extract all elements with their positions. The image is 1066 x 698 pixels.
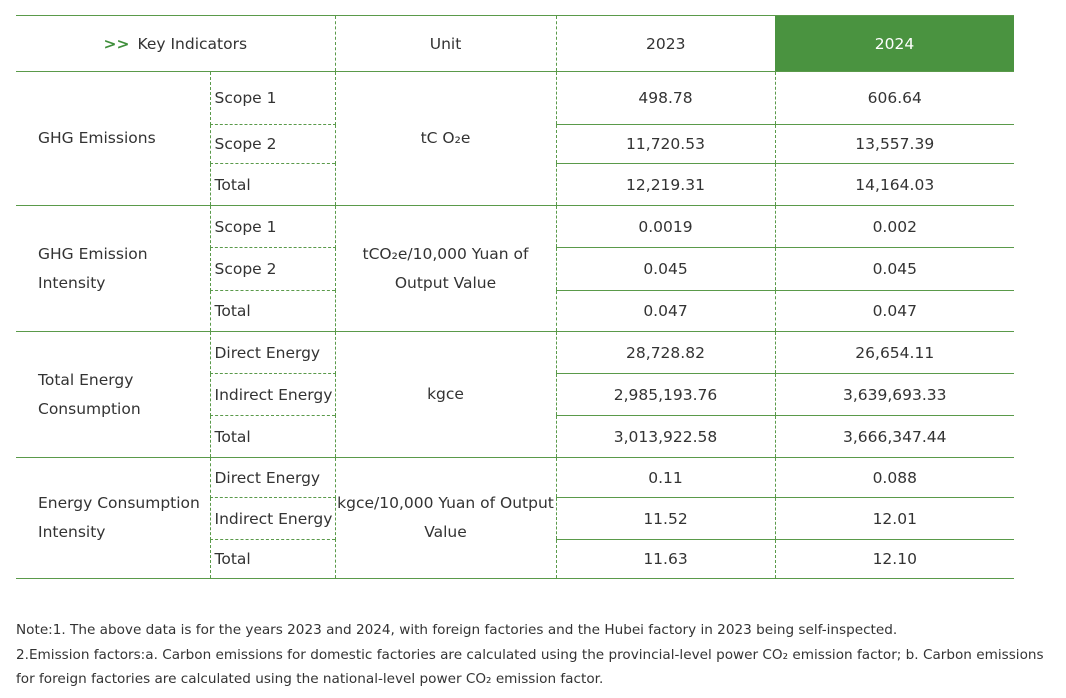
value-2023: 3,013,922.58 xyxy=(555,415,775,458)
value-2024: 14,164.03 xyxy=(774,163,1014,206)
note-1: Note:1. The above data is for the years … xyxy=(16,622,898,638)
header-unit: Unit xyxy=(334,15,556,72)
value-2023: 11.63 xyxy=(555,539,775,579)
header-indicators-label: Key Indicators xyxy=(137,34,248,53)
group-name: Energy Consumption Intensity xyxy=(38,494,200,541)
key-indicators-table: >> Key Indicators Unit 2023 2024 GHG Emis… xyxy=(16,15,1014,579)
value-2024: 0.088 xyxy=(774,457,1014,498)
sub-indicator-label: Total xyxy=(209,163,336,206)
value-2023: 0.11 xyxy=(555,457,775,498)
sub-indicator-label: Direct Energy xyxy=(209,331,336,374)
value-2023: 11,720.53 xyxy=(555,124,775,164)
sub-indicator-label: Indirect Energy xyxy=(209,373,336,416)
group-name: GHG Emissions xyxy=(38,129,156,147)
value-2023: 0.045 xyxy=(555,247,775,291)
table-row: Total 0.047 0.047 xyxy=(16,290,1014,332)
sub-indicator-label: Scope 2 xyxy=(209,124,336,164)
table-row: Total 3,013,922.58 3,666,347.44 xyxy=(16,415,1014,458)
value-2023: 498.78 xyxy=(555,71,775,125)
table-row: Scope 2 0.045 0.045 xyxy=(16,247,1014,291)
sub-indicator-label: Scope 1 xyxy=(209,71,336,125)
table-row: Scope 2 11,720.53 13,557.39 xyxy=(16,124,1014,164)
header-2024: 2024 xyxy=(775,15,1014,72)
value-2024: 26,654.11 xyxy=(774,331,1014,374)
notes: Note:1. The above data is for the years … xyxy=(16,618,1056,692)
note-2: 2.Emission factors:a. Carbon emissions f… xyxy=(16,646,1044,688)
sub-indicator-label: Total xyxy=(209,539,336,579)
group-name: Total Energy Consumption xyxy=(38,370,141,418)
table-row: GHG Emission Intensity Scope 1 tCO₂e/10,00… xyxy=(16,205,1014,332)
table-row: Energy Consumption Intensity Direct Energ… xyxy=(16,457,1014,579)
value-2023: 2,985,193.76 xyxy=(555,373,775,416)
value-2024: 12.10 xyxy=(774,539,1014,579)
value-2024: 606.64 xyxy=(774,71,1014,125)
header-row: >> Key Indicators Unit 2023 2024 xyxy=(16,15,1014,72)
sub-indicator-label: Total xyxy=(209,415,336,458)
sub-indicator-label: Indirect Energy xyxy=(209,497,336,540)
sub-indicator-label: Direct Energy xyxy=(209,457,336,498)
value-2023: 28,728.82 xyxy=(555,331,775,374)
unit-cell: kgce/10,000 Yuan of Output Value xyxy=(334,457,556,579)
value-2024: 13,557.39 xyxy=(774,124,1014,164)
value-2024: 0.045 xyxy=(774,247,1014,291)
value-2024: 3,666,347.44 xyxy=(774,415,1014,458)
value-2023: 0.047 xyxy=(555,290,775,332)
table-row: Indirect Energy 2,985,193.76 3,639,693.33 xyxy=(16,373,1014,416)
value-2024: 0.047 xyxy=(774,290,1014,332)
sub-indicator-label: Total xyxy=(209,290,336,332)
value-2024: 3,639,693.33 xyxy=(774,373,1014,416)
group-name: GHG Emission Intensity xyxy=(38,244,148,292)
table-row: GHG Emissions Scope 1 tC O₂e 498.78 606.64 xyxy=(16,71,1014,206)
header-key-indicators: >> Key Indicators xyxy=(16,16,335,72)
table-row: Indirect Energy 11.52 12.01 xyxy=(16,497,1014,540)
sub-indicator-label: Scope 1 xyxy=(209,205,336,248)
double-chevron-icon: >> xyxy=(103,34,130,53)
value-2023: 0.0019 xyxy=(555,205,775,248)
value-2023: 11.52 xyxy=(555,497,775,540)
value-2024: 12.01 xyxy=(774,497,1014,540)
unit-cell: tCO₂e/10,000 Yuan of Output Value xyxy=(334,205,556,332)
table-row: Total Energy Consumption Direct Energy kgc… xyxy=(16,331,1014,458)
value-2023: 12,219.31 xyxy=(555,163,775,206)
header-2023: 2023 xyxy=(555,15,775,72)
value-2024: 0.002 xyxy=(774,205,1014,248)
unit-cell: kgce xyxy=(334,331,556,458)
unit-cell: tC O₂e xyxy=(334,71,556,206)
sub-indicator-label: Scope 2 xyxy=(209,247,336,291)
